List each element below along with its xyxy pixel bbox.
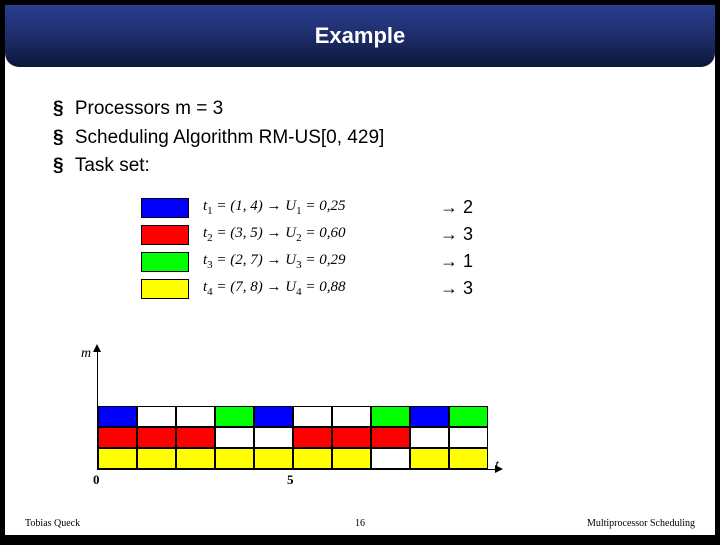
x-axis [97, 469, 497, 470]
gantt-cell [332, 448, 371, 469]
axis-label-0: 0 [93, 472, 100, 488]
task-formula: t2 = (3, 5) → U2 = 0,60 [203, 225, 368, 244]
gantt-cell [371, 448, 410, 469]
gantt-row [98, 406, 488, 427]
gantt-cell [254, 427, 293, 448]
gantt-cell [215, 406, 254, 427]
task-formula: t4 = (7, 8) → U4 = 0,88 [203, 279, 368, 298]
task-color-swatch [141, 252, 189, 272]
gantt-cell [449, 406, 488, 427]
gantt-cell [176, 448, 215, 469]
task-assignment: → 3 [440, 278, 473, 299]
gantt-cell [371, 406, 410, 427]
gantt-cell [332, 406, 371, 427]
gantt-grid [98, 406, 488, 469]
gantt-cell [98, 448, 137, 469]
gantt-cell [371, 427, 410, 448]
task-table: t1 = (1, 4) → U1 = 0,25 → 2 t2 = (3, 5) → … [141, 195, 667, 302]
task-row: t4 = (7, 8) → U4 = 0,88 → 3 [141, 276, 667, 302]
gantt-row [98, 427, 488, 448]
gantt-cell [137, 427, 176, 448]
gantt-cell [176, 406, 215, 427]
gantt-cell [137, 406, 176, 427]
gantt-chart: m 0 5 t [65, 350, 495, 490]
task-color-swatch [141, 279, 189, 299]
task-color-swatch [141, 198, 189, 218]
task-formula: t1 = (1, 4) → U1 = 0,25 [203, 198, 368, 217]
task-formula: t3 = (2, 7) → U3 = 0,29 [203, 252, 368, 271]
gantt-cell [410, 406, 449, 427]
gantt-cell [254, 406, 293, 427]
task-assignment: → 1 [440, 251, 473, 272]
gantt-cell [410, 427, 449, 448]
task-row: t3 = (2, 7) → U3 = 0,29 → 1 [141, 249, 667, 275]
gantt-cell [410, 448, 449, 469]
task-assignment: → 3 [440, 224, 473, 245]
task-row: t2 = (3, 5) → U2 = 0,60 → 3 [141, 222, 667, 248]
task-assignment: → 2 [440, 197, 473, 218]
gantt-cell [215, 427, 254, 448]
gantt-cell [176, 427, 215, 448]
footer-topic: Multiprocessor Scheduling [587, 518, 695, 529]
axis-label-t: t [495, 458, 499, 474]
bullet-3: Task set: [53, 152, 667, 181]
gantt-row [98, 448, 488, 469]
task-row: t1 = (1, 4) → U1 = 0,25 → 2 [141, 195, 667, 221]
gantt-cell [98, 427, 137, 448]
gantt-cell [293, 427, 332, 448]
gantt-cell [215, 448, 254, 469]
bullet-2: Scheduling Algorithm RM-US[0, 429] [53, 124, 667, 153]
gantt-cell [293, 406, 332, 427]
footer-author: Tobias Queck [25, 518, 80, 529]
bullet-1: Processors m = 3 [53, 95, 667, 124]
content-area: Processors m = 3 Scheduling Algorithm RM… [5, 67, 715, 302]
gantt-cell [449, 427, 488, 448]
footer-page: 16 [355, 518, 365, 529]
footer: Tobias Queck 16 Multiprocessor Schedulin… [5, 518, 715, 529]
gantt-cell [293, 448, 332, 469]
task-color-swatch [141, 225, 189, 245]
slide: Example Processors m = 3 Scheduling Algo… [5, 5, 715, 535]
gantt-cell [254, 448, 293, 469]
title-bar: Example [5, 5, 715, 67]
slide-title: Example [315, 23, 406, 49]
gantt-cell [449, 448, 488, 469]
axis-label-m: m [81, 346, 91, 362]
gantt-cell [332, 427, 371, 448]
gantt-cell [137, 448, 176, 469]
axis-label-5: 5 [287, 472, 294, 488]
gantt-cell [98, 406, 137, 427]
bullet-list: Processors m = 3 Scheduling Algorithm RM… [53, 95, 667, 181]
